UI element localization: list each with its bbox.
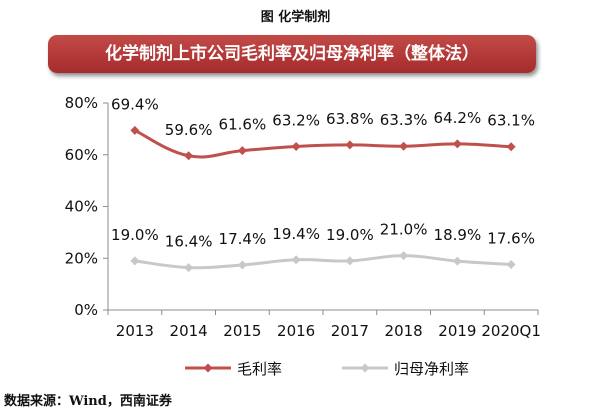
data-label: 19.0% [111,226,159,244]
legend-label: 毛利率 [237,360,282,378]
data-point [184,263,194,273]
x-tick-label: 2020Q1 [481,322,541,340]
x-tick-label: 2018 [385,322,423,340]
data-label: 19.0% [326,226,374,244]
legend-swatch-marker [360,363,370,373]
data-label: 18.9% [434,226,482,244]
data-label: 63.2% [272,111,320,129]
x-tick-label: 2014 [170,322,208,340]
data-point [452,256,462,266]
chart-title: 化学制剂上市公司毛利率及归母净利率（整体法） [105,44,479,64]
data-point [345,256,355,266]
data-label: 17.6% [487,229,535,247]
data-label: 64.2% [434,109,482,127]
data-label: 17.4% [219,230,267,248]
x-tick-label: 2015 [223,322,261,340]
data-point [130,256,140,266]
y-tick-label: 0% [74,301,98,319]
data-label: 63.1% [487,112,535,130]
data-label: 61.6% [219,116,267,134]
x-tick-label: 2017 [331,322,369,340]
x-tick-label: 2013 [116,322,154,340]
data-point [506,142,516,152]
y-tick-label: 60% [65,146,98,164]
data-label: 63.3% [380,111,428,129]
data-label: 59.6% [165,121,213,139]
figure-caption: 图 化学制剂 [260,10,331,25]
data-point [291,255,301,265]
data-point [237,260,247,270]
data-label: 19.4% [272,225,320,243]
x-tick-label: 2016 [277,322,315,340]
data-point [399,141,409,151]
series-line-0 [134,129,512,159]
data-point [452,139,462,149]
data-label: 69.4% [111,95,159,113]
chart-title-banner: 化学制剂上市公司毛利率及归母净利率（整体法） [48,35,536,73]
data-point [237,146,247,156]
data-point [345,140,355,150]
data-point [184,151,194,161]
data-point [506,259,516,269]
series-line-1 [134,254,512,270]
data-point [291,141,301,151]
y-tick-label: 20% [65,249,98,267]
y-tick-label: 80% [65,94,98,112]
legend-label: 归母净利率 [394,360,469,378]
legend-swatch-marker [203,363,213,373]
data-point [130,125,140,135]
x-tick-label: 2019 [438,322,476,340]
data-point [399,251,409,261]
data-label: 16.4% [165,233,213,251]
data-label: 63.8% [326,110,374,128]
y-tick-label: 40% [65,198,98,216]
data-label: 21.0% [380,221,428,239]
source-note: 数据来源：Wind，西南证券 [4,394,172,409]
